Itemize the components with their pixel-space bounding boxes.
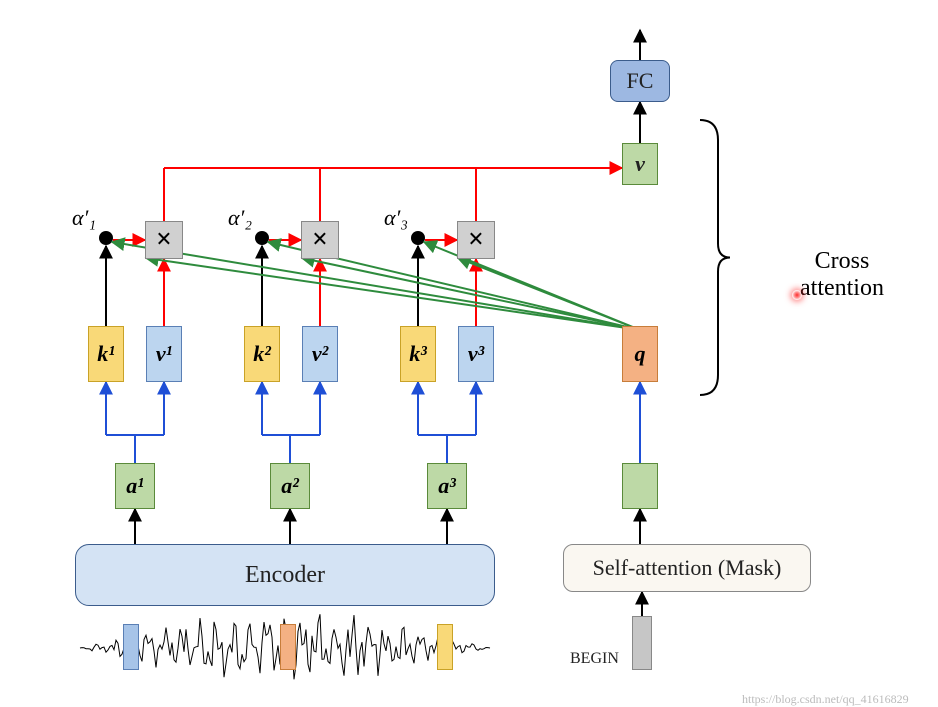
k-box-3: k³ [400, 326, 436, 382]
svg-text:α′₁: α′₁ [72, 205, 96, 230]
mult-icon: × [312, 224, 328, 256]
mult-icon: × [468, 224, 484, 256]
fc-box: FC [610, 60, 670, 102]
cross-label-line1: Cross [800, 248, 884, 275]
input-marker-2 [437, 624, 453, 670]
a-box-2: a² [270, 463, 310, 509]
svg-text:α′₃: α′₃ [384, 205, 408, 230]
mult-box-2: × [301, 221, 339, 259]
pointer-glow [792, 290, 802, 300]
watermark: https://blog.csdn.net/qq_41616829 [742, 692, 909, 707]
self-attention-box: Self-attention (Mask) [563, 544, 811, 592]
q-box: q [622, 326, 658, 382]
a-box-3-label: a³ [438, 473, 456, 499]
encoder-box-label: Encoder [245, 562, 325, 589]
a-box-1-label: a¹ [126, 473, 144, 499]
a-box-1: a¹ [115, 463, 155, 509]
encoder-box: Encoder [75, 544, 495, 606]
mult-box-1: × [145, 221, 183, 259]
v-box-1-label: v¹ [156, 341, 172, 367]
fc-box-label: FC [627, 68, 654, 94]
v-box-3: v³ [458, 326, 494, 382]
k-box-2: k² [244, 326, 280, 382]
self-attention-box-label: Self-attention (Mask) [593, 555, 782, 581]
v-box-2: v² [302, 326, 338, 382]
begin-token-box [632, 616, 652, 670]
k-box-3-label: k³ [409, 341, 427, 367]
v-box-2-label: v² [312, 341, 328, 367]
q-box-label: q [635, 341, 646, 367]
begin-label: BEGIN [570, 650, 619, 668]
mult-icon: × [156, 224, 172, 256]
mult-box-3: × [457, 221, 495, 259]
svg-text:α′₂: α′₂ [228, 205, 252, 230]
q-stem-box [622, 463, 658, 509]
input-marker-0 [123, 624, 139, 670]
k-box-1-label: k¹ [97, 341, 115, 367]
a-box-2-label: a² [281, 473, 299, 499]
v-output-box: v [622, 143, 658, 185]
input-marker-1 [280, 624, 296, 670]
v-output-box-label: v [635, 151, 645, 177]
cross-attention-label: Crossattention [800, 248, 884, 302]
v-box-1: v¹ [146, 326, 182, 382]
v-box-3-label: v³ [468, 341, 484, 367]
cross-label-line2: attention [800, 275, 884, 302]
k-box-2-label: k² [253, 341, 271, 367]
k-box-1: k¹ [88, 326, 124, 382]
a-box-3: a³ [427, 463, 467, 509]
